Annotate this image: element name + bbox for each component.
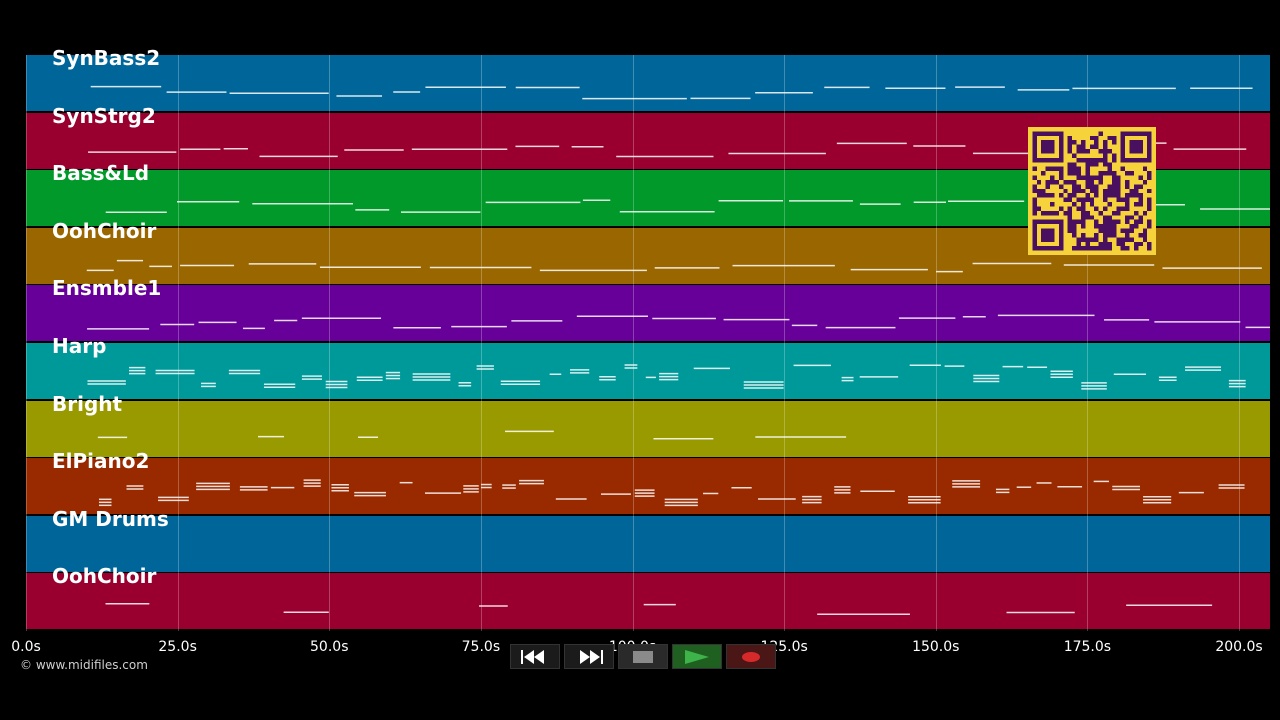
note-lane: [105, 603, 1213, 616]
track-name: Bright: [52, 391, 123, 416]
track-name: Ensmble1: [52, 276, 162, 301]
stop-icon: [633, 650, 653, 663]
rewind-button[interactable]: [510, 644, 560, 669]
time-gridline: [480, 55, 482, 631]
track-lane: Harp: [26, 334, 1270, 399]
note-lane: [87, 364, 1246, 390]
time-gridline: [1087, 55, 1089, 631]
note-lane: [87, 315, 1270, 331]
time-tick-label: 0.0s: [11, 639, 41, 655]
track-lane: Ensmble1: [26, 276, 1270, 342]
track-name: Harp: [52, 334, 107, 358]
copyright-text: © www.midifiles.com: [20, 658, 148, 672]
track-name: Bass&Ld: [52, 161, 150, 186]
qr-code: [1028, 127, 1156, 255]
track-lane: GM Drums: [26, 507, 1270, 572]
time-gridline: [26, 55, 27, 631]
track-name: OohChoir: [52, 564, 157, 589]
play-button[interactable]: [672, 644, 722, 669]
track-lane: SynBass2: [26, 46, 1270, 111]
note-lane: [98, 479, 1245, 507]
track-name: SynStrg2: [52, 103, 156, 128]
time-tick-label: 50.0s: [310, 639, 349, 655]
stop-button[interactable]: [618, 644, 668, 669]
time-gridline: [177, 55, 179, 631]
track-name: ElPiano2: [52, 449, 150, 474]
time-tick-label: 75.0s: [461, 639, 501, 655]
play-icon: [685, 649, 709, 664]
time-tick-label: 150.0s: [912, 639, 960, 655]
note-lane: [90, 85, 1253, 100]
time-gridline: [935, 55, 937, 631]
time-gridline: [329, 55, 331, 631]
record-icon: [742, 651, 760, 662]
time-tick-label: 25.0s: [158, 639, 197, 655]
track-name: SynBass2: [52, 46, 161, 70]
time-gridline: [1239, 55, 1240, 631]
track-lane: OohChoir: [26, 564, 1270, 630]
track-name: GM Drums: [52, 506, 169, 531]
note-lane: [97, 430, 847, 440]
fast-forward-icon: [580, 649, 603, 664]
track-lane: Bright: [26, 392, 1270, 457]
track-lane: ElPiano2: [26, 449, 1270, 515]
record-button[interactable]: [726, 644, 776, 669]
rewind-icon: [521, 649, 544, 664]
time-gridline: [632, 55, 634, 631]
time-tick-label: 175.0s: [1063, 639, 1112, 655]
track-name: OohChoir: [52, 218, 157, 243]
time-gridline: [784, 55, 786, 631]
time-tick-label: 200.0s: [1215, 639, 1263, 655]
fast-forward-button[interactable]: [564, 644, 614, 669]
transport-controls: [510, 644, 776, 669]
note-lane: [86, 259, 1262, 273]
